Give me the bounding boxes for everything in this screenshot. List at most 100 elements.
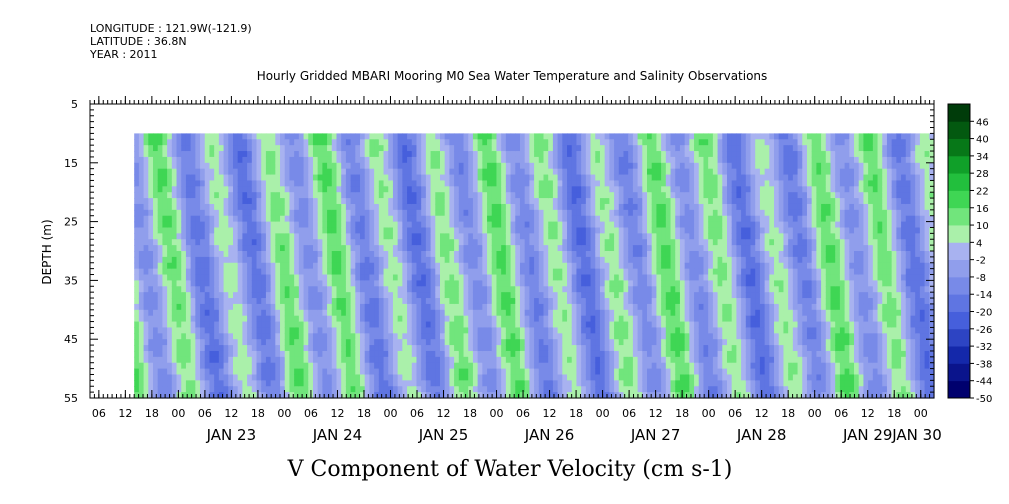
heatmap-cell xyxy=(331,380,338,387)
heatmap-cell xyxy=(581,315,587,323)
heatmap-cell xyxy=(143,239,149,246)
heatmap-cell xyxy=(472,333,479,340)
heatmap-cell xyxy=(138,386,145,393)
heatmap-cell xyxy=(585,251,592,258)
heatmap-cell xyxy=(308,156,314,164)
heatmap-cell xyxy=(167,286,173,293)
heatmap-cell xyxy=(519,221,526,229)
heatmap-cell xyxy=(595,139,601,146)
heatmap-cell xyxy=(628,386,634,393)
heatmap-cell xyxy=(557,186,563,193)
heatmap-cell xyxy=(247,245,253,252)
heatmap-cell xyxy=(482,139,488,146)
heatmap-cell xyxy=(383,156,389,164)
heatmap-cell xyxy=(567,198,573,205)
heatmap-cell xyxy=(604,339,610,346)
heatmap-cell xyxy=(251,262,258,270)
heatmap-cell xyxy=(599,239,606,246)
heatmap-cell xyxy=(496,203,502,211)
heatmap-cell xyxy=(651,174,658,182)
heatmap-cell xyxy=(308,286,314,293)
heatmap-cell xyxy=(247,303,253,311)
heatmap-cell xyxy=(143,345,149,352)
heatmap-cell xyxy=(185,280,192,287)
heatmap-cell xyxy=(167,245,173,252)
heatmap-cell xyxy=(280,139,286,146)
heatmap-cell xyxy=(487,180,493,187)
heatmap-cell xyxy=(247,174,253,182)
heatmap-cell xyxy=(501,192,507,199)
heatmap-cell xyxy=(251,198,258,205)
heatmap-cell xyxy=(331,227,338,234)
heatmap-cell xyxy=(595,198,601,205)
heatmap-cell xyxy=(237,374,243,381)
heatmap-cell xyxy=(543,251,549,258)
heatmap-cell xyxy=(157,168,164,176)
heatmap-cell xyxy=(355,303,361,311)
heatmap-cell xyxy=(444,274,450,281)
heatmap-cell xyxy=(567,156,573,164)
heatmap-cell xyxy=(331,203,338,211)
heatmap-cell xyxy=(491,315,498,323)
heatmap-cell xyxy=(468,151,474,158)
heatmap-cell xyxy=(270,345,276,352)
heatmap-cell xyxy=(209,356,215,364)
heatmap-cell xyxy=(214,345,220,352)
heatmap-cell xyxy=(171,239,178,246)
heatmap-cell xyxy=(590,227,596,234)
heatmap-cell xyxy=(341,345,347,352)
heatmap-cell xyxy=(378,286,385,293)
heatmap-cell xyxy=(345,362,352,370)
heatmap-cell xyxy=(407,356,413,364)
heatmap-cell xyxy=(317,380,323,387)
heatmap-cell xyxy=(444,133,450,140)
heatmap-cell xyxy=(651,168,658,176)
heatmap-cell xyxy=(303,274,309,281)
heatmap-cell xyxy=(604,145,610,152)
heatmap-cell xyxy=(364,245,371,252)
heatmap-cell xyxy=(430,256,436,264)
heatmap-cell xyxy=(449,286,455,293)
heatmap-cell xyxy=(308,262,314,270)
heatmap-cell xyxy=(599,339,606,346)
heatmap-cell xyxy=(181,198,187,205)
heatmap-cell xyxy=(157,145,164,152)
heatmap-cell xyxy=(397,286,403,293)
longitude-label: LONGITUDE : 121.9W(-121.9) xyxy=(90,22,252,35)
heatmap-cell xyxy=(388,345,394,352)
heatmap-cell xyxy=(294,309,300,317)
heatmap-cell xyxy=(590,174,596,182)
heatmap-cell xyxy=(157,180,164,187)
heatmap-cell xyxy=(275,333,281,340)
heatmap-cell xyxy=(378,268,385,276)
heatmap-cell xyxy=(303,262,309,270)
heatmap-cell xyxy=(190,227,196,234)
heatmap-cell xyxy=(632,321,639,329)
heatmap-cell xyxy=(350,345,356,352)
heatmap-cell xyxy=(223,339,229,346)
heatmap-cell xyxy=(477,268,483,276)
heatmap-cell xyxy=(623,227,629,234)
heatmap-cell xyxy=(651,203,658,211)
heatmap-cell xyxy=(256,292,262,299)
heatmap-cell xyxy=(360,368,366,376)
heatmap-cell xyxy=(383,245,389,252)
heatmap-cell xyxy=(425,292,432,299)
heatmap-cell xyxy=(383,286,389,293)
heatmap-cell xyxy=(237,292,243,299)
heatmap-cell xyxy=(223,245,229,252)
heatmap-cell xyxy=(458,145,465,152)
heatmap-cell xyxy=(284,156,291,164)
heatmap-cell xyxy=(153,151,159,158)
heatmap-cell xyxy=(581,374,587,381)
heatmap-cell xyxy=(449,192,455,199)
heatmap-cell xyxy=(336,233,342,240)
heatmap-cell xyxy=(171,392,178,399)
heatmap-cell xyxy=(336,274,342,281)
heatmap-cell xyxy=(148,174,154,182)
heatmap-cell xyxy=(322,133,328,140)
heatmap-cell xyxy=(280,380,286,387)
heatmap-cell xyxy=(322,139,328,146)
heatmap-cell xyxy=(524,251,530,258)
heatmap-cell xyxy=(322,356,328,364)
